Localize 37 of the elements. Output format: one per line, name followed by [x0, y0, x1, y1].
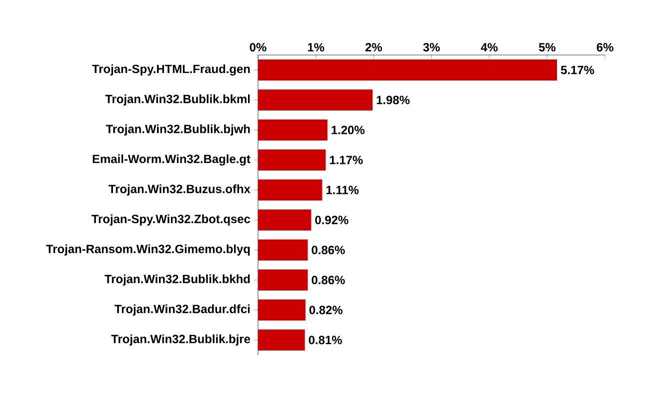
- y-tick-label: Trojan.Win32.Bublik.bkhd: [104, 274, 250, 286]
- bar: [258, 270, 308, 290]
- data-label: 0.81%: [308, 336, 342, 344]
- data-label: 1.17%: [330, 156, 363, 164]
- bar: [258, 300, 306, 321]
- bar: [258, 210, 312, 230]
- data-label: 5.17%: [560, 66, 594, 74]
- bar: [258, 59, 557, 80]
- x-tick-label: 5%: [538, 43, 556, 52]
- bar: [258, 119, 328, 140]
- data-label: 1.98%: [376, 96, 410, 104]
- y-tick-label: Trojan-Ransom.Win32.Gimemo.blyq: [46, 244, 250, 256]
- data-label: 0.82%: [309, 306, 343, 314]
- data-label: 0.92%: [315, 216, 348, 224]
- data-label: 1.11%: [326, 186, 359, 194]
- x-tick-label: 6%: [596, 43, 614, 52]
- y-tick-label: Trojan.Win32.Badur.dfci: [114, 304, 250, 316]
- y-tick-label: Trojan.Win32.Bublik.bjre: [111, 334, 250, 346]
- y-tick-label: Trojan.Win32.Bublik.bjwh: [106, 124, 250, 136]
- y-tick-label: Trojan-Spy.HTML.Fraud.gen: [92, 64, 250, 76]
- bar: [258, 179, 322, 200]
- bar: [258, 330, 305, 351]
- y-tick-label: Trojan.Win32.Buzus.ofhx: [108, 184, 250, 196]
- x-tick-label: 4%: [480, 43, 498, 52]
- y-tick-label: Trojan.Win32.Bublik.bkml: [105, 94, 250, 106]
- bar: [258, 89, 373, 110]
- bar: [258, 149, 326, 170]
- data-label: 0.86%: [312, 276, 345, 284]
- y-tick-label: Trojan-Spy.Win32.Zbot.qsec: [92, 214, 250, 226]
- x-tick-label: 0%: [250, 43, 266, 52]
- x-tick-label: 3%: [423, 42, 440, 52]
- x-tick-label: 1%: [308, 43, 324, 52]
- y-tick-label: Email-Worm.Win32.Bagle.gt: [92, 154, 250, 166]
- data-label: 0.86%: [312, 246, 345, 254]
- data-label: 1.20%: [332, 126, 364, 134]
- bar: [258, 240, 308, 260]
- x-tick-label: 2%: [365, 43, 382, 52]
